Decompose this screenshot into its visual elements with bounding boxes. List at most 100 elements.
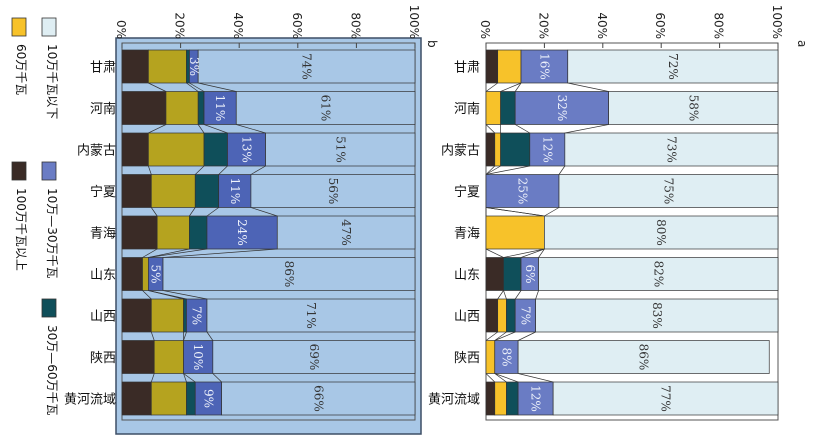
bar-segment <box>517 381 554 416</box>
bar-segment <box>517 340 770 374</box>
bar-segment <box>183 340 214 374</box>
value-tick-label: 100% <box>770 5 784 39</box>
bar-segment <box>500 91 516 125</box>
value-tick-label: 20% <box>173 12 187 39</box>
bar-segment <box>150 381 187 416</box>
bar-segment <box>227 132 266 167</box>
data-label: 77% <box>659 385 673 412</box>
bar-segment <box>121 174 152 208</box>
connector-line <box>494 331 507 341</box>
bar-segment <box>165 91 199 125</box>
bar-segment <box>538 257 779 291</box>
connector-line <box>517 331 536 341</box>
connector-line <box>250 207 278 217</box>
legend-label: 60万千瓦 <box>14 44 28 95</box>
connector-line <box>197 124 205 134</box>
connector-line <box>250 165 266 175</box>
bar-segment <box>535 298 779 333</box>
bar-segment <box>189 215 208 250</box>
connector-line <box>518 373 554 383</box>
bar-segment <box>506 298 516 333</box>
value-tick-label: 80% <box>712 12 726 39</box>
bar-segment <box>221 381 416 416</box>
category-label: 黄河流域 <box>64 393 116 408</box>
legend-label: 10万千瓦以下 <box>45 44 59 119</box>
bar-segment <box>194 381 222 416</box>
data-label: 80% <box>654 219 668 246</box>
data-label: 71% <box>304 302 318 329</box>
connector-line <box>212 373 222 383</box>
connector-line <box>515 124 530 134</box>
connector-line <box>148 248 190 258</box>
bar-segment <box>250 174 416 208</box>
bar-segment <box>497 298 507 333</box>
data-label: 3% <box>187 57 201 76</box>
data-label: 10% <box>191 344 205 371</box>
data-label: 82% <box>651 261 665 288</box>
legend-label: 30万—60万千瓦 <box>45 325 59 416</box>
data-label: 66% <box>311 385 325 412</box>
legend-swatch <box>41 161 57 181</box>
category-label: 山西 <box>90 310 116 325</box>
connector-line <box>162 248 278 258</box>
bar-segment <box>265 132 416 167</box>
category-label: 黄河流域 <box>428 393 480 408</box>
bar-segment <box>197 49 416 84</box>
connector-line <box>150 373 155 383</box>
connector-line <box>195 165 205 175</box>
bar-segment <box>121 257 143 291</box>
connector-line <box>567 82 609 92</box>
connector-line <box>494 331 516 341</box>
category-label: 宁夏 <box>454 184 480 200</box>
connector-line <box>198 82 237 92</box>
bar-segment <box>206 215 278 250</box>
value-tick-label: 0% <box>478 20 492 39</box>
data-label: 12% <box>529 385 543 412</box>
bar-segment <box>203 132 228 167</box>
panel-a: 0% 20% 40% 60% 80% 100% a 甘肃 16% 72% 河南 32% 58% 内蒙古 12… <box>428 5 809 421</box>
connector-line <box>151 207 158 217</box>
connector-line <box>485 207 545 217</box>
data-label: 5% <box>149 264 163 283</box>
bar-segment <box>218 174 252 208</box>
connector-line <box>485 331 498 341</box>
bar-segment <box>121 298 152 333</box>
data-label: 73% <box>664 136 678 163</box>
connector-line <box>485 124 496 134</box>
data-label: 72% <box>666 53 680 80</box>
bar-segment <box>544 215 779 250</box>
value-tick-label: 60% <box>653 12 667 39</box>
legend-swatch <box>11 17 27 37</box>
bar-segment <box>197 91 205 125</box>
bar-segment <box>186 381 196 416</box>
legend-label: 100万千瓦以上 <box>14 188 28 271</box>
bar-segment <box>206 298 416 333</box>
bar-segment <box>121 340 155 374</box>
data-label: 86% <box>637 344 651 371</box>
bar-segment <box>500 132 531 167</box>
connector-line <box>148 124 167 134</box>
data-label: 7% <box>518 306 532 325</box>
connector-line <box>558 165 566 175</box>
legend-swatch <box>41 298 57 318</box>
bar-segment <box>203 91 237 125</box>
data-label: 74% <box>300 53 314 80</box>
bar-segment <box>567 49 779 84</box>
data-label: 11% <box>228 178 242 205</box>
bar-segment <box>494 381 507 416</box>
data-label: 47% <box>339 219 353 246</box>
connector-line <box>148 165 152 175</box>
connector-line <box>218 165 228 175</box>
data-label: 83% <box>650 302 664 329</box>
bar-segment <box>485 381 496 416</box>
connector-line <box>162 290 208 300</box>
connector-line <box>485 165 530 175</box>
bar-segment <box>148 49 187 84</box>
connector-line <box>148 290 187 300</box>
value-tick-label: 40% <box>595 12 609 39</box>
bar-segment <box>503 257 522 291</box>
bar-segment <box>485 49 499 84</box>
data-label: 51% <box>333 136 347 163</box>
